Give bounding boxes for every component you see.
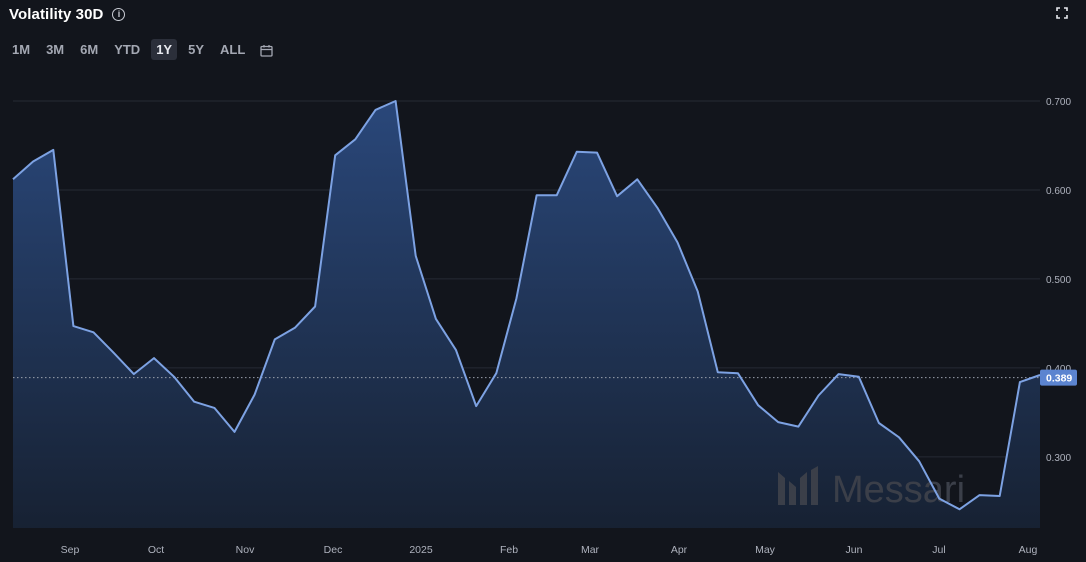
data-point <box>92 331 94 333</box>
data-point <box>354 138 356 140</box>
data-point <box>253 393 255 395</box>
range-1y[interactable]: 1Y <box>151 39 178 60</box>
time-range-selector: 1M 3M 6M YTD 1Y 5Y ALL <box>7 39 273 60</box>
info-icon[interactable]: i <box>112 8 126 21</box>
data-point <box>52 149 54 151</box>
data-point <box>656 207 658 209</box>
y-tick-label: 0.400 <box>1046 364 1071 375</box>
range-1m[interactable]: 1M <box>12 42 31 57</box>
x-tick-label: Aug <box>1019 544 1038 556</box>
series-line <box>12 100 1041 511</box>
calendar-icon[interactable] <box>260 44 273 57</box>
data-point <box>112 352 114 354</box>
data-point <box>133 373 135 375</box>
x-tick-label: Sep <box>61 544 80 556</box>
data-point <box>12 178 14 180</box>
data-point <box>596 151 598 153</box>
data-point <box>576 151 578 153</box>
data-point <box>958 508 960 510</box>
x-axis: Sep Oct Nov Dec 2025 Feb Mar Apr May Jun Jul Aug <box>61 544 1038 556</box>
x-tick-label: Feb <box>500 544 518 556</box>
data-point <box>978 494 980 496</box>
data-point <box>817 394 819 396</box>
data-point <box>274 338 276 340</box>
range-5y[interactable]: 5Y <box>188 42 204 57</box>
chart-title: Volatility 30D <box>9 6 104 23</box>
current-value-badge: 0.389 <box>1040 369 1077 386</box>
data-point <box>72 325 74 327</box>
watermark-text: Messari <box>832 469 965 511</box>
range-ytd[interactable]: YTD <box>114 42 141 57</box>
range-all[interactable]: ALL <box>220 42 246 57</box>
y-tick-label: 0.600 <box>1046 186 1071 197</box>
x-tick-label: 2025 <box>409 544 433 556</box>
data-point <box>999 495 1001 497</box>
data-point <box>475 405 477 407</box>
data-point <box>757 404 759 406</box>
x-tick-label: Jun <box>846 544 863 556</box>
data-point <box>394 100 396 102</box>
data-point <box>495 372 497 374</box>
data-point <box>898 436 900 438</box>
x-tick-label: Mar <box>581 544 600 556</box>
data-point <box>213 407 215 409</box>
data-point <box>334 154 336 156</box>
data-point <box>717 371 719 373</box>
data-point <box>193 400 195 402</box>
data-point <box>435 318 437 320</box>
range-3m[interactable]: 3M <box>46 42 65 57</box>
x-tick-label: Apr <box>671 544 688 556</box>
data-point <box>696 290 698 292</box>
x-tick-label: Oct <box>148 544 164 556</box>
expand-icon[interactable] <box>1056 7 1068 19</box>
data-point <box>777 421 779 423</box>
data-point <box>938 497 940 499</box>
messari-watermark: Messari <box>778 466 965 511</box>
y-tick-label: 0.700 <box>1046 97 1071 108</box>
data-point <box>737 372 739 374</box>
range-6m[interactable]: 6M <box>80 42 99 57</box>
data-point <box>858 376 860 378</box>
data-point <box>314 305 316 307</box>
data-point <box>415 255 417 257</box>
y-tick-label: 0.300 <box>1046 453 1071 464</box>
x-tick-label: Nov <box>236 544 255 556</box>
data-point <box>294 327 296 329</box>
data-point <box>636 178 638 180</box>
data-point <box>676 241 678 243</box>
x-tick-label: Jul <box>932 544 945 556</box>
data-point <box>797 425 799 427</box>
data-point <box>556 194 558 196</box>
current-value-label: 0.389 <box>1046 373 1072 385</box>
data-point <box>837 373 839 375</box>
data-point <box>173 376 175 378</box>
series-area <box>13 101 1040 528</box>
data-point <box>233 431 235 433</box>
data-point <box>535 194 537 196</box>
x-tick-label: Dec <box>324 544 343 556</box>
data-point <box>1019 381 1021 383</box>
data-point <box>918 460 920 462</box>
data-point <box>878 422 880 424</box>
current-value-badge-bg <box>1040 369 1077 386</box>
y-tick-label: 0.500 <box>1046 275 1071 286</box>
chart-header: Volatility 30D i <box>9 6 126 23</box>
data-point <box>374 109 376 111</box>
x-tick-label: May <box>755 544 776 556</box>
data-point <box>153 357 155 359</box>
y-axis: 0.700 0.600 0.500 0.400 0.300 <box>1046 97 1071 464</box>
messari-logo-icon <box>778 466 818 505</box>
data-point <box>515 297 517 299</box>
data-point <box>32 160 34 162</box>
data-point <box>616 195 618 197</box>
data-point <box>455 349 457 351</box>
